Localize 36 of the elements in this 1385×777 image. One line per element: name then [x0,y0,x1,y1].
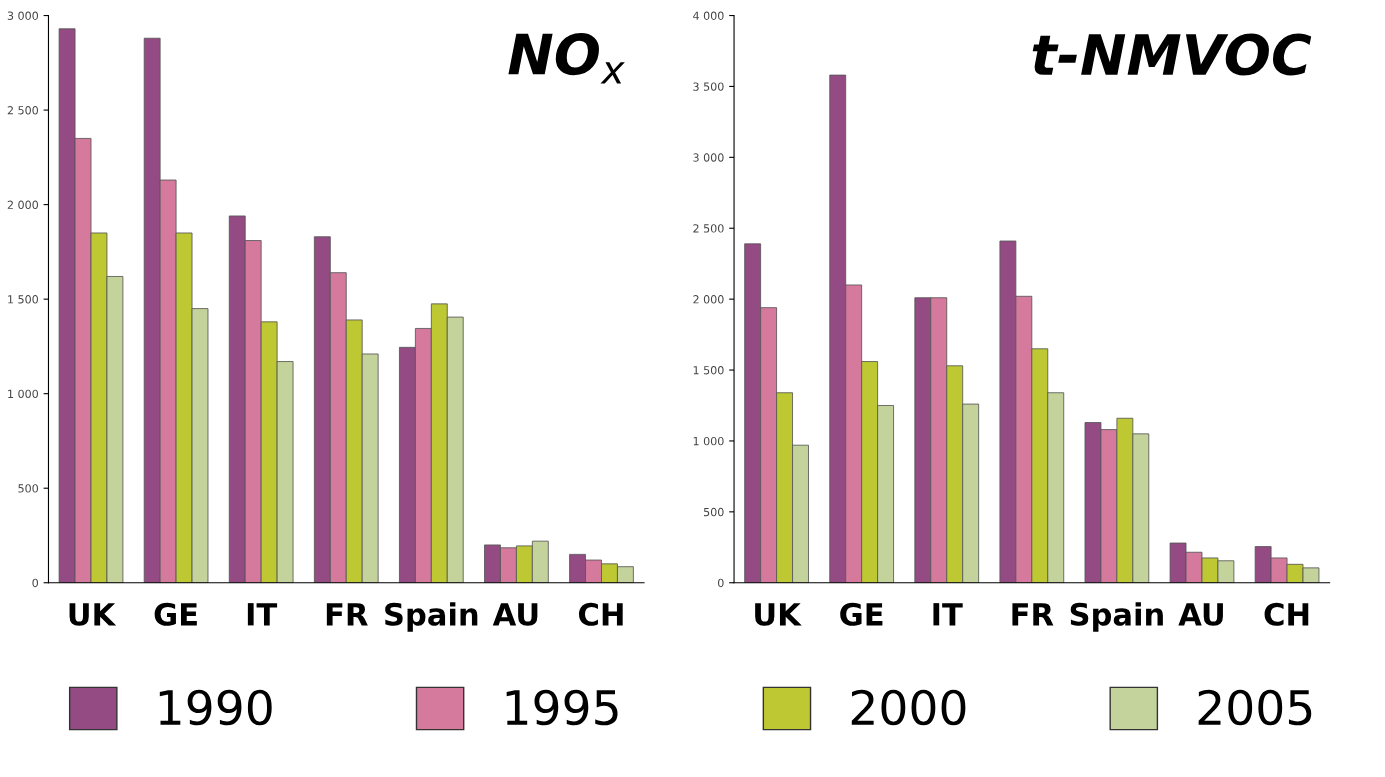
y-tick-label: 3 000 [693,153,724,162]
y-tick-label: 1 500 [693,366,724,375]
legend-label: 2005 [1198,689,1312,726]
x-tick-label: IT [247,603,278,626]
y-tick-label: 1 000 [693,436,724,446]
x-tick-label: UK [69,603,117,626]
x-tick-label: Spain [1070,602,1163,632]
y-tick-label: 4 000 [693,11,724,20]
x-tick-label: UK [755,603,802,626]
y-tick-label: 1 000 [8,389,39,399]
x-tick-label: FR [1012,603,1054,626]
y-tick-label: 3 000 [7,11,39,20]
y-tick-label: 2 500 [7,106,39,115]
y-tick-label: 0 [32,578,39,588]
x-tick-label: AU [1178,603,1223,626]
x-tick-label: IT [933,603,963,626]
y-tick-label: 500 [703,507,724,517]
x-tick-label: AU [492,603,538,626]
y-tick-label: 500 [18,484,39,493]
y-tick-label: 2 000 [7,200,39,209]
x-tick-label: FR [326,603,368,626]
chart-title: t-NMVOC [1032,33,1312,76]
y-tick-label: 3 500 [693,82,724,91]
x-tick-label: GE [154,602,197,626]
x-tick-label: CH [579,602,623,626]
legend-label: 1995 [506,689,618,726]
x-tick-label: CH [1264,602,1309,626]
x-tick-label: GE [840,602,883,626]
x-tick-label: Spain [385,602,478,632]
y-tick-label: 2 000 [693,295,724,304]
y-tick-label: 0 [717,578,724,588]
legend-label: 2000 [851,689,966,726]
y-tick-label: 1 500 [8,295,39,304]
legend-label: 1990 [159,689,272,726]
y-tick-label: 2 500 [693,224,724,233]
chart-title: NO$_{x}$ [508,33,625,84]
